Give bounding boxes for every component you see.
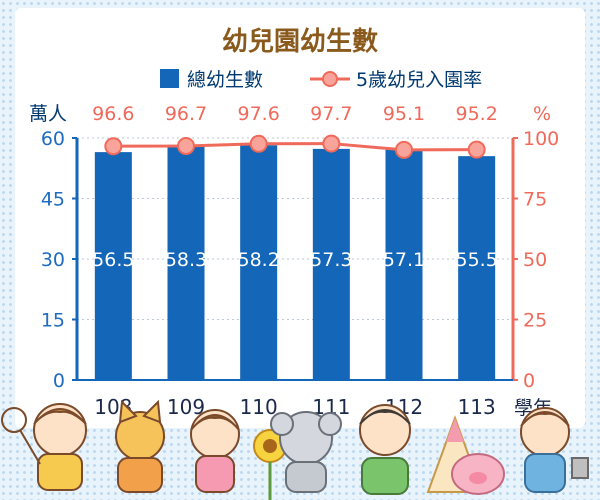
y-left-ticks: 0 15 30 45 60 [41, 128, 77, 392]
pig-illustration [451, 453, 505, 495]
koala-illustration [270, 411, 342, 493]
y-left-tick-label: 0 [53, 370, 65, 392]
bar-109 [167, 144, 205, 380]
x-tick-label-110: 110 [240, 395, 278, 419]
rate-value-label-108: 96.6 [92, 103, 134, 125]
y-left-tick-label: 45 [41, 189, 65, 211]
bar-value-label-109: 58.3 [165, 249, 207, 271]
rate-point-113 [467, 140, 486, 159]
bar-110 [240, 145, 278, 380]
bar-112 [385, 149, 423, 380]
legend-bar-swatch [160, 69, 179, 88]
rate-line-path [113, 142, 477, 152]
y-right-unit: % [533, 103, 551, 125]
y-left-tick-label: 60 [41, 128, 65, 150]
legend: 總幼生數 5歲幼兒入園率 [160, 69, 482, 91]
y-right-tick-label: 25 [523, 310, 547, 332]
y-right-tick-label: 75 [523, 189, 547, 211]
y-right-ticks: 0 25 50 75 100 [513, 128, 559, 392]
bar-value-label-112: 57.1 [383, 249, 425, 271]
y-right-tick-label: 0 [523, 370, 535, 392]
bar-111 [312, 148, 350, 380]
rate-point-109 [177, 136, 195, 155]
legend-bar-label: 總幼生數 [187, 69, 263, 91]
x-tick-label-109: 109 [167, 395, 205, 419]
y-right-tick-label: 100 [523, 128, 559, 150]
rate-point-112 [395, 140, 413, 159]
legend-line-label: 5歲幼兒入園率 [356, 69, 482, 91]
rate-value-label-111: 97.7 [310, 103, 352, 125]
rate-value-labels: 96.6 96.7 97.6 97.7 95.1 95.2 [92, 103, 498, 125]
rate-point-110 [249, 134, 268, 153]
y-left-tick-label: 30 [41, 249, 65, 271]
rate-value-label-113: 95.2 [456, 103, 498, 125]
cat-illustration [115, 399, 165, 493]
chart-svg: 幼兒園幼生數 總幼生數 5歲幼兒入園率 萬人 % 56.5 58.3 58.2 57.… [29, 27, 559, 419]
y-left-unit: 萬人 [29, 103, 67, 125]
legend-line-marker [322, 71, 338, 87]
bar-113 [458, 156, 496, 380]
bars [94, 144, 496, 380]
gridlines [77, 137, 513, 320]
rate-point-108 [104, 137, 123, 156]
bar-value-labels: 56.5 58.3 58.2 57.3 57.1 55.5 [92, 249, 498, 271]
y-left-tick-label: 15 [41, 310, 65, 332]
bar-value-label-108: 56.5 [92, 249, 134, 271]
rate-point-111 [322, 134, 341, 153]
girl-illustration [190, 409, 240, 493]
rate-value-label-110: 97.6 [238, 103, 280, 125]
child-with-bucket-illustration [520, 407, 589, 493]
bar-value-label-110: 58.2 [238, 249, 280, 271]
rate-value-label-112: 95.1 [383, 103, 425, 125]
chart-title: 幼兒園幼生數 [222, 27, 378, 57]
bar-108 [94, 152, 132, 380]
children-illustration [1, 399, 589, 500]
boy-reading-illustration [359, 404, 411, 495]
rate-value-label-109: 96.7 [165, 103, 207, 125]
rate-line [104, 134, 486, 159]
x-tick-label-113: 113 [458, 395, 496, 419]
bar-value-label-113: 55.5 [456, 249, 498, 271]
bar-value-label-111: 57.3 [310, 249, 352, 271]
chart-panel: 幼兒園幼生數 總幼生數 5歲幼兒入園率 萬人 % 56.5 58.3 58.2 57.… [15, 8, 585, 428]
child-with-net-illustration [1, 403, 87, 491]
y-right-tick-label: 50 [523, 249, 547, 271]
